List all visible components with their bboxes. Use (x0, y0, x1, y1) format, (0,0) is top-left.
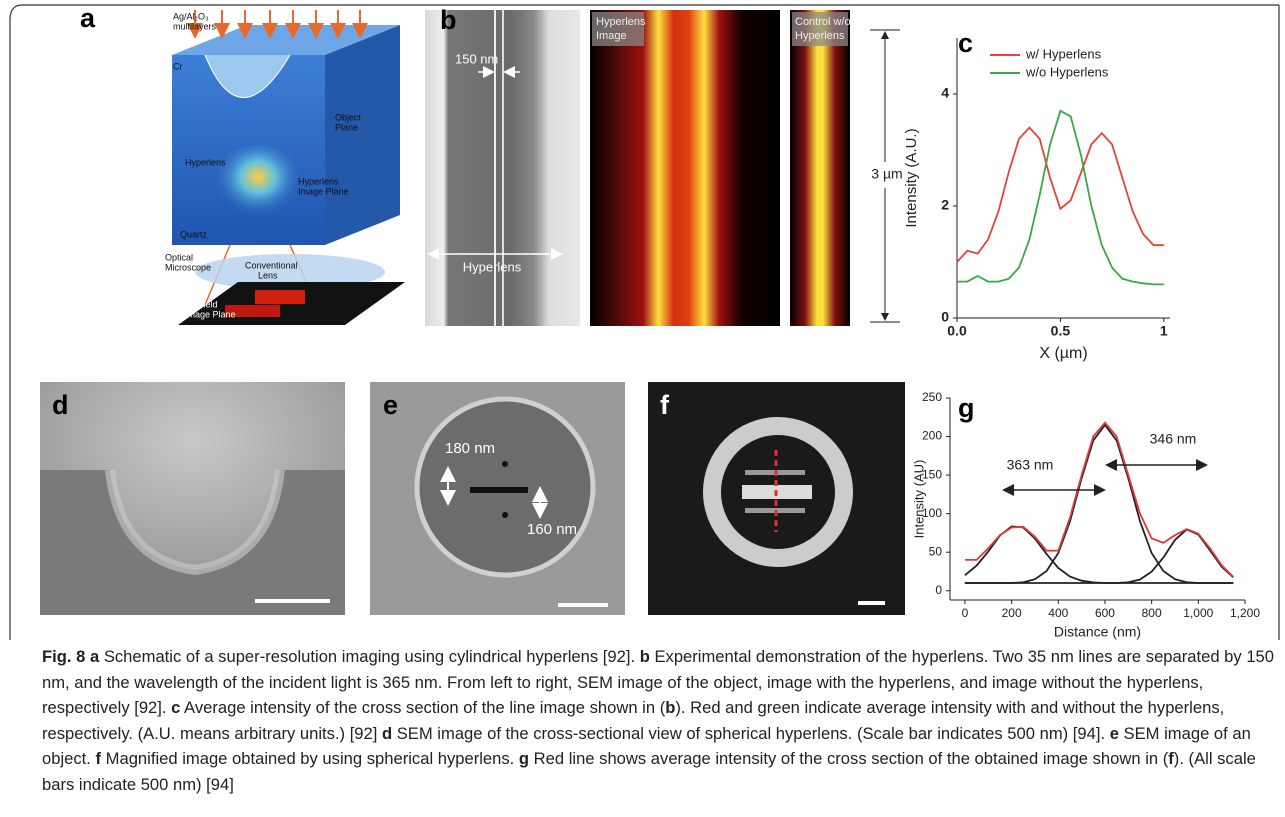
x-tick-label: 400 (1048, 606, 1068, 620)
label: Ag/Al₂O₃ (173, 11, 209, 21)
panel-f: f (648, 382, 905, 615)
caption-text: Red line shows average intensity of the … (529, 749, 1169, 768)
label: Conventional (245, 260, 298, 270)
panel-label: e (383, 390, 398, 420)
caption-text: a (89, 647, 100, 666)
y-tick-label: 200 (922, 429, 942, 443)
y-tick-label: 2 (941, 197, 949, 213)
legend-label: w/ Hyperlens (1025, 46, 1102, 61)
y-tick-label: 50 (929, 544, 943, 558)
annotation: 346 nm (1150, 431, 1197, 447)
frame (9, 4, 1279, 640)
label: Object (335, 112, 362, 122)
y-tick-label: 150 (922, 467, 942, 481)
panel-label: d (52, 390, 69, 420)
figure: a Ag/Al₂O₃ multilayers Cr Hyperlens Obje… (9, 3, 1280, 640)
label: Image (596, 30, 627, 42)
x-tick-label: 0.0 (947, 323, 967, 339)
label: Cr (173, 61, 183, 71)
x-axis-label: Distance (nm) (1054, 624, 1141, 640)
label: multilayers (173, 21, 217, 31)
caption-text: Average intensity of the cross section o… (180, 698, 666, 717)
caption-text: c (171, 698, 181, 717)
label: Optical (165, 252, 193, 262)
caption: Fig. 8 a Schematic of a super-resolution… (42, 644, 1274, 797)
data-line (957, 109, 1164, 286)
data-line (964, 423, 1234, 584)
annotation: 363 nm (1007, 457, 1054, 473)
label: Hyperlens (185, 157, 226, 167)
label: Quartz (180, 229, 208, 239)
panel-label: a (80, 3, 96, 33)
y-tick-label: 4 (941, 85, 949, 101)
caption-text: b (639, 647, 650, 666)
label: Image Plane (298, 186, 349, 196)
panel-label: b (440, 5, 457, 35)
panel-d: d (40, 382, 345, 615)
x-tick-label: 1,000 (1183, 606, 1213, 620)
caption-text: Experimental demonstration of the hyperl… (42, 647, 1275, 717)
label: Microscope (165, 262, 211, 272)
label: 180 nm (445, 440, 495, 457)
panel-a: a Ag/Al₂O₃ multilayers Cr Hyperlens Obje… (80, 3, 405, 325)
data-line (964, 528, 1234, 584)
label: Hyperlens (463, 259, 522, 274)
label: Control w/o (795, 16, 851, 28)
y-axis-label: Intensity (A.U.) (903, 128, 920, 227)
label: Lens (258, 270, 278, 280)
label: Plane (335, 122, 358, 132)
caption-text: g (518, 749, 530, 768)
panel-label: g (958, 393, 975, 423)
x-tick-label: 200 (1002, 606, 1022, 620)
caption-text: e (1109, 723, 1119, 743)
y-tick-label: 250 (922, 390, 942, 404)
data-line (956, 126, 1164, 263)
data-line (964, 525, 1234, 584)
label: 150 nm (455, 51, 498, 66)
panel-label: f (660, 390, 670, 420)
x-tick-label: 1,200 (1230, 606, 1260, 620)
caption-text: f (1168, 749, 1174, 768)
legend-label: w/o Hyperlens (1025, 64, 1109, 79)
y-tick-label: 100 (922, 506, 942, 520)
caption-text: b (665, 698, 676, 717)
caption-text: ). (All scale bars indicate 500 nm) [94] (42, 749, 1256, 794)
label: 3 µm (871, 166, 902, 182)
caption-text: Schematic of a super-resolution imaging … (99, 647, 640, 666)
panel-label: c (958, 28, 973, 58)
x-tick-label: 0 (962, 606, 969, 620)
caption-text: ). Red and green indicate average intens… (42, 698, 1225, 743)
label: 160 nm (527, 521, 577, 538)
data-line (964, 421, 1234, 578)
caption-text: SEM image of an object. (42, 723, 1251, 769)
panel-e: 180 nm 160 nm e (370, 382, 625, 615)
x-tick-label: 0.5 (1051, 323, 1071, 339)
label: Image Plane (185, 309, 236, 319)
x-tick-label: 600 (1095, 606, 1115, 620)
x-axis-label: X (µm) (1039, 345, 1087, 362)
y-tick-label: 0 (935, 583, 942, 597)
x-tick-label: 1 (1160, 323, 1168, 339)
y-tick-label: 0 (941, 309, 949, 325)
label: Hyperlens (795, 30, 845, 42)
x-tick-label: 800 (1142, 606, 1162, 620)
caption-text: SEM image of the cross-sectional view of… (392, 723, 1110, 743)
label: Hyperlens (596, 16, 646, 28)
caption-text: f (95, 749, 102, 768)
caption-text: Fig. 8 (42, 647, 86, 666)
caption-text: Magnified image obtained by using spheri… (101, 749, 519, 768)
caption-text: d (381, 723, 393, 743)
label: Hyperlens (298, 176, 339, 186)
panel-b: b 150 nm Hyperlens Hyperlens Image Contr… (425, 5, 903, 326)
y-axis-label: Intensity (AU) (911, 460, 926, 539)
label: Far field (185, 299, 218, 309)
